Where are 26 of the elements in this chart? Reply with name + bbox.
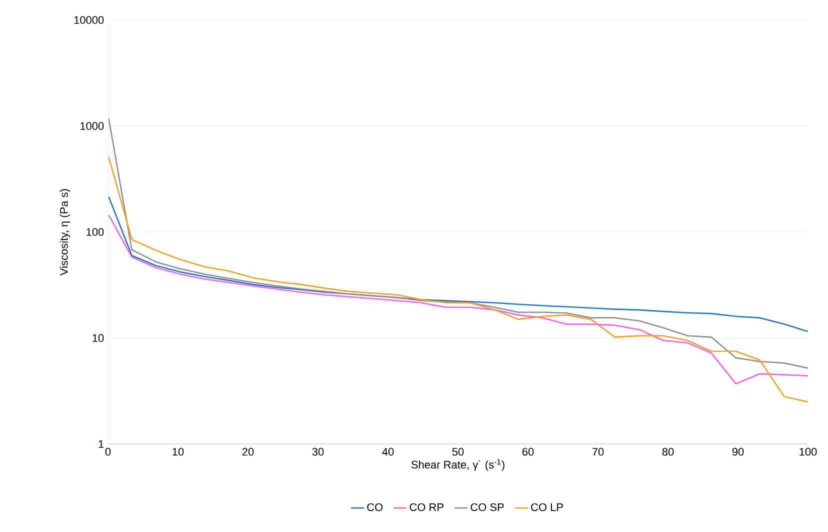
x-tick-label: 20 [242,448,254,456]
x-tick-label: 100 [800,448,817,456]
y-axis-title: Viscosity, η (Pa s) [60,189,70,276]
x-tick-label: 0 [105,448,111,456]
x-tick-label: 10 [172,448,184,456]
y-tick-label: 1 [98,440,104,448]
line-series [108,214,808,384]
legend-label: CO SP [470,503,504,512]
y-tick-label: 10000 [74,16,104,24]
x-tick-label: 60 [522,448,534,456]
y-tick-label: 10 [92,334,104,342]
y-tick-label: 1000 [80,122,104,130]
line-series [108,156,808,402]
legend-label: CO [367,503,383,512]
y-tick-label: 100 [86,228,104,236]
x-tick-label: 80 [662,448,674,456]
legend-label: CO LP [531,503,563,512]
x-tick-label: 30 [312,448,324,456]
line-series [108,196,808,332]
x-axis-title: Shear Rate, γ˙ (s$^{-1}$) [411,459,504,471]
x-tick-label: 70 [592,448,604,456]
x-tick-label: 50 [452,448,464,456]
line-series [108,118,808,369]
legend-label: CO RP [410,503,444,512]
x-tick-label: 40 [382,448,394,456]
x-tick-label: 90 [732,448,744,456]
